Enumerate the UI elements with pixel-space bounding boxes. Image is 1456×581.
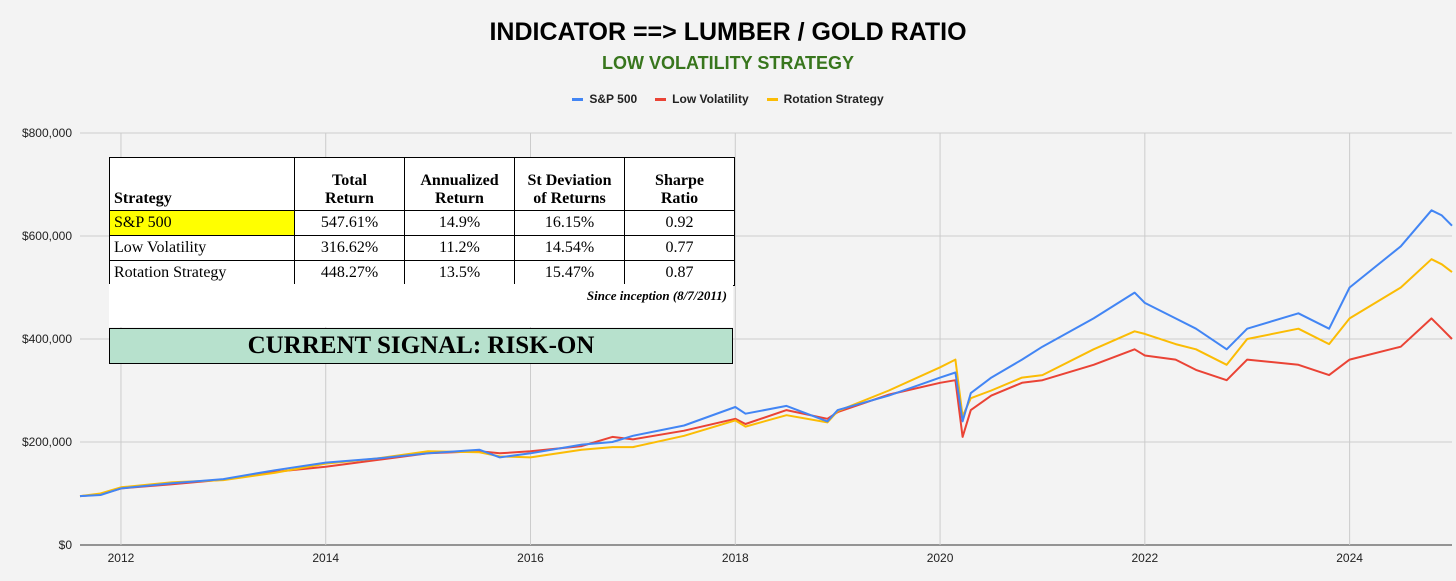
header-sharpe-ratio: Sharpe Ratio bbox=[624, 157, 735, 211]
chart-series bbox=[79, 209, 1453, 498]
inception-note: Since inception (8/7/2011) bbox=[586, 288, 727, 303]
table-cell-strategy: Low Volatility bbox=[109, 235, 295, 261]
table-cell-sharpe-ratio: 0.92 bbox=[624, 210, 735, 236]
x-tick-label: 2024 bbox=[1336, 551, 1363, 565]
table-cell-strategy: S&P 500 bbox=[109, 210, 295, 236]
chart-legend: S&P 500 Low Volatility Rotation Strategy bbox=[0, 92, 1456, 106]
chart-subtitle: LOW VOLATILITY STRATEGY bbox=[602, 53, 854, 73]
legend-item-rotation-strategy: Rotation Strategy bbox=[766, 92, 884, 106]
y-tick-label: $800,000 bbox=[22, 126, 72, 140]
table-row: Low Volatility 316.62% 11.2% 14.54% 0.77 bbox=[109, 235, 735, 261]
x-tick-label: 2014 bbox=[312, 551, 339, 565]
x-tick-label: 2022 bbox=[1131, 551, 1158, 565]
y-tick-label: $200,000 bbox=[22, 435, 72, 449]
table-cell-total-return: 316.62% bbox=[294, 235, 405, 261]
table-cell-st-deviation: 16.15% bbox=[514, 210, 625, 236]
table-cell-strategy: Rotation Strategy bbox=[109, 260, 295, 286]
x-tick-label: 2012 bbox=[108, 551, 135, 565]
table-row: Rotation Strategy 448.27% 13.5% 15.47% 0… bbox=[109, 260, 735, 286]
legend-item-sp500: S&P 500 bbox=[572, 92, 637, 106]
header-annualized-return: Annualized Return bbox=[404, 157, 515, 211]
x-tick-label: 2020 bbox=[927, 551, 954, 565]
legend-label-low-volatility: Low Volatility bbox=[672, 92, 749, 106]
table-cell-st-deviation: 15.47% bbox=[514, 260, 625, 286]
table-cell-annualized-return: 11.2% bbox=[404, 235, 515, 261]
x-tick-label: 2018 bbox=[722, 551, 749, 565]
stats-table: Strategy Total Return Annualized Return St… bbox=[109, 157, 735, 286]
y-tick-label: $600,000 bbox=[22, 229, 72, 243]
table-row: S&P 500 547.61% 14.9% 16.15% 0.92 bbox=[109, 210, 735, 236]
header-total-return: Total Return bbox=[294, 157, 405, 211]
table-cell-total-return: 448.27% bbox=[294, 260, 405, 286]
header-strategy: Strategy bbox=[109, 157, 295, 211]
x-tick-label: 2016 bbox=[517, 551, 544, 565]
y-tick-label: $0 bbox=[59, 538, 73, 552]
legend-item-low-volatility: Low Volatility bbox=[655, 92, 749, 106]
legend-swatch-low-volatility bbox=[655, 97, 667, 101]
series-line-s-p-500 bbox=[79, 209, 1453, 498]
legend-label-sp500: S&P 500 bbox=[589, 92, 638, 106]
header-st-deviation: St Deviation of Returns bbox=[514, 157, 625, 211]
chart-axis-ticks: $0 $200,000 $400,000 $600,000 $800,000 2012 20… bbox=[22, 126, 1363, 565]
note-box: Since inception (8/7/2011) bbox=[109, 284, 733, 327]
stats-table-header-row: Strategy Total Return Annualized Return St… bbox=[109, 157, 735, 211]
legend-label-rotation-strategy: Rotation Strategy bbox=[783, 92, 884, 106]
table-cell-total-return: 547.61% bbox=[294, 210, 405, 236]
signal-banner: CURRENT SIGNAL: RISK-ON bbox=[109, 328, 733, 364]
table-cell-annualized-return: 14.9% bbox=[404, 210, 515, 236]
table-cell-sharpe-ratio: 0.87 bbox=[624, 260, 735, 286]
table-cell-annualized-return: 13.5% bbox=[404, 260, 515, 286]
table-cell-st-deviation: 14.54% bbox=[514, 235, 625, 261]
table-cell-sharpe-ratio: 0.77 bbox=[624, 235, 735, 261]
y-tick-label: $400,000 bbox=[22, 332, 72, 346]
signal-text: CURRENT SIGNAL: RISK-ON bbox=[247, 332, 595, 359]
chart-title: INDICATOR ==> LUMBER / GOLD RATIO bbox=[489, 18, 967, 46]
legend-swatch-sp500 bbox=[572, 97, 584, 101]
legend-swatch-rotation-strategy bbox=[766, 97, 778, 101]
